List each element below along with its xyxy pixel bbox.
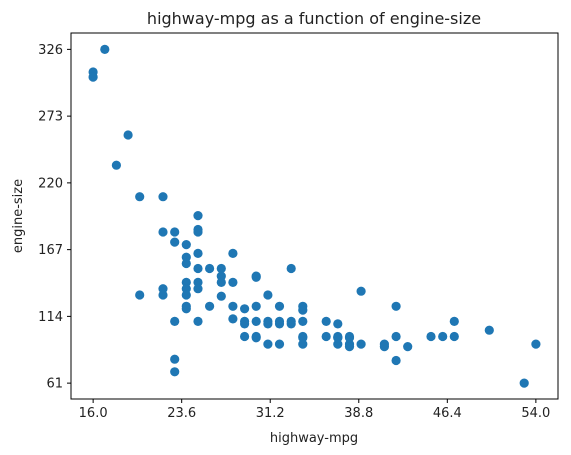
- data-point: [135, 192, 144, 201]
- data-point: [170, 367, 179, 376]
- data-point: [380, 342, 389, 351]
- data-point: [240, 319, 249, 328]
- data-point: [182, 240, 191, 249]
- x-tick-label: 16.0: [79, 406, 108, 421]
- x-tick-label: 31.2: [256, 406, 285, 421]
- data-point: [217, 278, 226, 287]
- data-point: [193, 227, 202, 236]
- data-point: [89, 73, 98, 82]
- data-point: [252, 317, 261, 326]
- data-point: [298, 306, 307, 315]
- data-point: [275, 319, 284, 328]
- data-point: [205, 302, 214, 311]
- y-axis-label: engine-size: [11, 179, 26, 253]
- data-point: [403, 342, 412, 351]
- data-point: [485, 326, 494, 335]
- y-tick-label: 220: [38, 176, 63, 191]
- data-point: [193, 211, 202, 220]
- data-point: [357, 340, 366, 349]
- data-point: [252, 273, 261, 282]
- data-point: [182, 259, 191, 268]
- data-point: [182, 290, 191, 299]
- y-tick-label: 273: [38, 110, 63, 125]
- x-axis-label: highway-mpg: [270, 431, 358, 446]
- x-tick-label: 46.4: [433, 406, 462, 421]
- data-point: [392, 332, 401, 341]
- data-point: [240, 304, 249, 313]
- y-tick-label: 114: [38, 310, 63, 325]
- data-point: [228, 302, 237, 311]
- data-point: [193, 264, 202, 273]
- data-point: [287, 319, 296, 328]
- y-tick-label: 61: [46, 377, 63, 392]
- data-point: [392, 302, 401, 311]
- data-point: [438, 332, 447, 341]
- data-point: [298, 317, 307, 326]
- data-point: [100, 45, 109, 54]
- data-point: [124, 130, 133, 139]
- data-point: [322, 332, 331, 341]
- data-point: [426, 332, 435, 341]
- data-point: [158, 290, 167, 299]
- data-point: [193, 284, 202, 293]
- data-point: [217, 292, 226, 301]
- data-point: [170, 317, 179, 326]
- data-point: [263, 340, 272, 349]
- data-point: [170, 238, 179, 247]
- x-tick-label: 54.0: [521, 406, 550, 421]
- data-point: [263, 290, 272, 299]
- data-point: [333, 333, 342, 342]
- data-point: [275, 302, 284, 311]
- data-point: [170, 355, 179, 364]
- data-point: [287, 264, 296, 273]
- data-point: [158, 192, 167, 201]
- data-point: [240, 332, 249, 341]
- chart-title: highway-mpg as a function of engine-size: [147, 9, 481, 28]
- data-point: [450, 332, 459, 341]
- y-tick-label: 326: [38, 43, 63, 58]
- data-point: [345, 333, 354, 342]
- data-point: [333, 319, 342, 328]
- data-point: [158, 227, 167, 236]
- data-point: [170, 227, 179, 236]
- data-point: [531, 340, 540, 349]
- data-point: [193, 317, 202, 326]
- data-point: [228, 278, 237, 287]
- data-point: [298, 340, 307, 349]
- data-point: [520, 379, 529, 388]
- data-point: [357, 287, 366, 296]
- data-point: [135, 290, 144, 299]
- data-point: [228, 314, 237, 323]
- y-tick-label: 167: [38, 243, 63, 258]
- data-point: [228, 249, 237, 258]
- data-point: [182, 304, 191, 313]
- data-point: [252, 333, 261, 342]
- data-point: [450, 317, 459, 326]
- data-point: [275, 340, 284, 349]
- data-point: [263, 319, 272, 328]
- data-point: [322, 317, 331, 326]
- x-tick-label: 38.8: [344, 406, 373, 421]
- data-point: [392, 356, 401, 365]
- data-point: [193, 249, 202, 258]
- x-tick-label: 23.6: [167, 406, 196, 421]
- data-point: [112, 161, 121, 170]
- data-point: [252, 302, 261, 311]
- data-point: [345, 342, 354, 351]
- data-point: [205, 264, 214, 273]
